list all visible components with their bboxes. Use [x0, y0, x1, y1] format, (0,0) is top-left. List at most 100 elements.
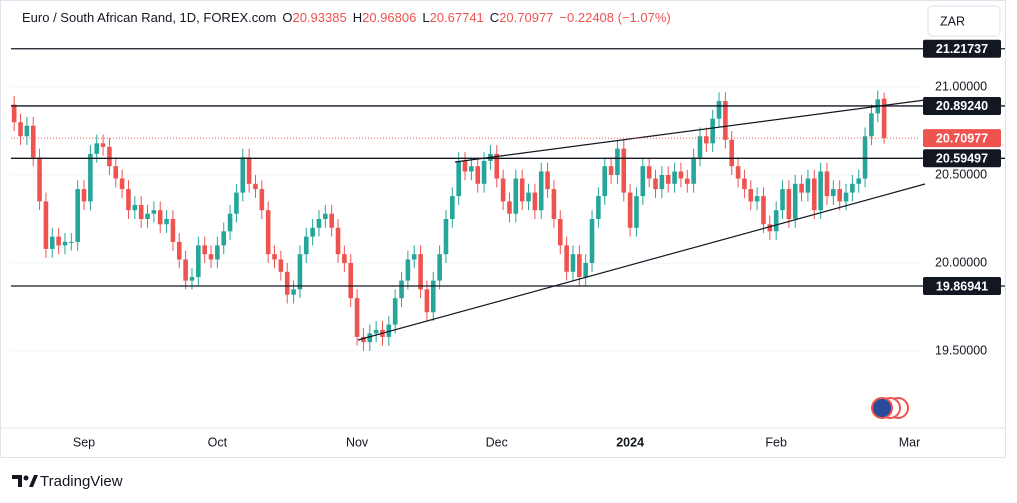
candle-body [640, 166, 646, 197]
candle-body [278, 259, 284, 272]
candle-body [456, 160, 461, 197]
logo-part [23, 475, 29, 481]
ohlc-value: 20.96806 [362, 10, 417, 25]
candle-body [303, 236, 309, 255]
last-price-box [923, 129, 1001, 148]
candle-body [526, 192, 531, 202]
candle-body [215, 245, 220, 260]
candle-body [405, 259, 411, 281]
price-level-box [923, 276, 1001, 295]
brand-name: TradingView [40, 473, 123, 490]
x-tick-label: Oct [208, 435, 228, 449]
price-level-label: 19.86941 [936, 279, 988, 293]
candle-body [126, 189, 131, 211]
candle-body [678, 171, 684, 179]
candle-body [310, 227, 315, 237]
ohlc-key: O [282, 10, 293, 25]
candle-body [75, 189, 80, 242]
candle-body [284, 271, 290, 295]
candle-body [545, 171, 550, 190]
candle-body [837, 189, 842, 202]
candle-body [386, 324, 392, 337]
ohlc-key: C [489, 10, 500, 25]
candle-body [627, 192, 633, 228]
candle-body [583, 262, 588, 278]
candle-body [113, 166, 119, 179]
candle-body [62, 241, 68, 246]
currency-box[interactable] [927, 5, 1001, 37]
candle-body [176, 241, 182, 260]
candle-body [240, 157, 246, 193]
candle-body [208, 254, 214, 260]
candle-body [335, 227, 341, 255]
candle-body [24, 125, 30, 137]
candle-body [221, 231, 227, 246]
candle-body [265, 210, 271, 255]
candle-body [615, 148, 620, 176]
candle-body [723, 101, 728, 140]
candle-body [513, 178, 519, 214]
candle-body [450, 196, 455, 219]
candle-body [881, 98, 887, 139]
candle-body [437, 254, 442, 281]
x-tick-label: Dec [486, 435, 508, 449]
x-tick-label: Nov [346, 435, 369, 449]
candle-body [697, 136, 703, 158]
candle-body [81, 189, 87, 202]
ohlc-key: H [352, 10, 363, 25]
candle-body [494, 153, 500, 179]
candle-body [646, 166, 652, 179]
logo-part [29, 475, 38, 487]
candle-body [30, 125, 36, 158]
currency: ZAR [940, 14, 965, 28]
candle-body [748, 189, 754, 202]
candle-body [392, 298, 398, 325]
candle-body [818, 171, 823, 211]
candle-body [132, 204, 138, 211]
candle-body [856, 178, 862, 184]
ohlc-value: 20.70977 [499, 10, 554, 25]
candle-body [850, 183, 855, 193]
candle-body [469, 166, 474, 172]
x-tick-label: Mar [899, 435, 921, 449]
price-level-label: 21.21737 [936, 42, 988, 56]
candle-body [761, 196, 766, 225]
brand-logo [12, 475, 38, 487]
candle-body [316, 218, 322, 228]
y-tick-label: 21.00000 [935, 79, 987, 93]
candle-body [799, 183, 804, 193]
candle-body [831, 189, 836, 197]
candle-body [507, 201, 512, 214]
trendline-lower [357, 183, 926, 341]
candle-body [145, 213, 150, 219]
flag-icons [871, 397, 909, 419]
price-level-label: 20.89240 [936, 99, 988, 113]
candle-body [691, 157, 696, 184]
candle-body [399, 280, 404, 299]
candle-body [443, 218, 449, 255]
flag-icon [871, 397, 893, 419]
ohlc-value: 20.67741 [429, 10, 484, 25]
candle-body [18, 122, 23, 137]
candle-body [418, 254, 423, 290]
price-level-box [923, 39, 1001, 58]
candle-body [342, 254, 347, 263]
candle-body [621, 148, 627, 193]
candle-body [710, 118, 715, 144]
candle-body [253, 183, 258, 190]
candle-body [557, 218, 563, 246]
candle-body [805, 178, 811, 193]
candle-body [780, 189, 785, 211]
logo-part [12, 475, 22, 487]
candle-body [100, 143, 106, 147]
candle-body [811, 178, 817, 211]
candle-body [735, 166, 741, 179]
y-tick-label: 19.50000 [935, 343, 987, 357]
price-level-box [923, 96, 1001, 115]
candle-body [367, 333, 373, 343]
candle-body [577, 254, 582, 278]
candle-body [246, 157, 252, 184]
candle-body [538, 171, 544, 211]
candle-body [37, 157, 42, 202]
candle-body [684, 178, 690, 184]
